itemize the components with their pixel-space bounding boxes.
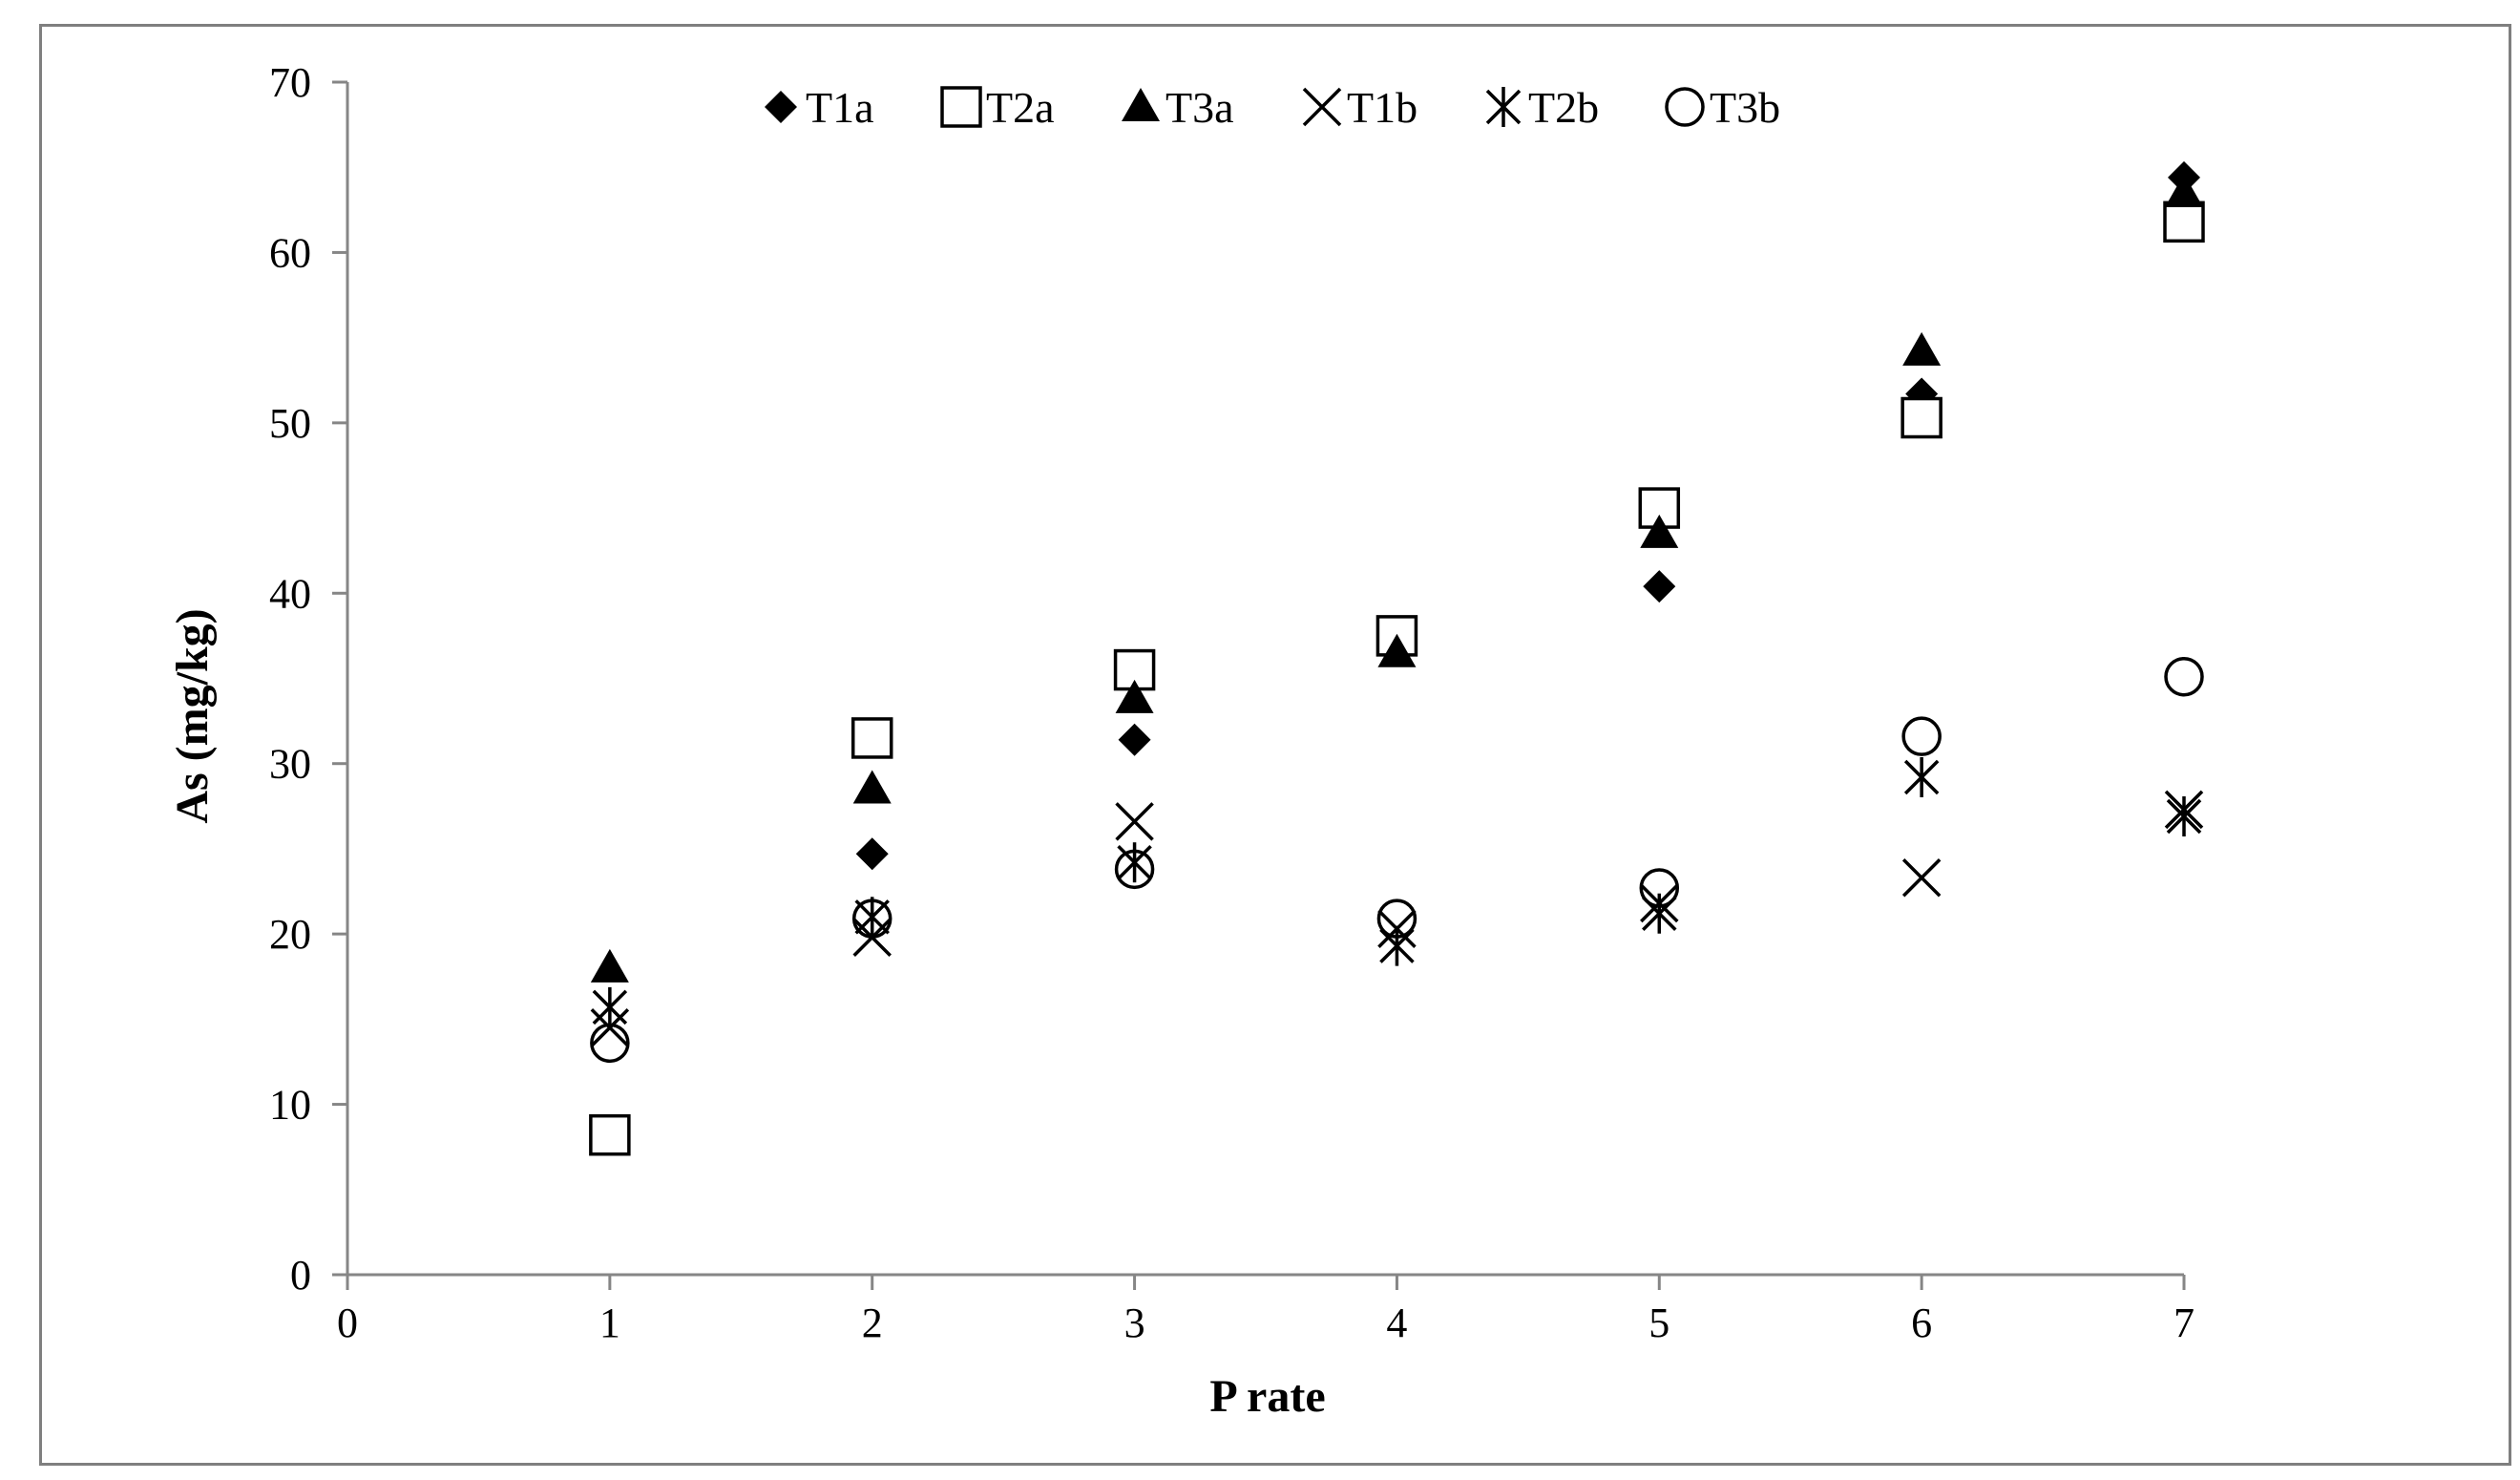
y-tick-label: 40 — [269, 570, 311, 617]
x-tick-label: 6 — [1911, 1300, 1932, 1346]
data-points — [589, 160, 2205, 1156]
legend-item-T1a: T1a — [765, 83, 874, 132]
legend-label: T1a — [806, 83, 874, 132]
point-T1a — [855, 837, 889, 871]
point-T3b — [851, 899, 892, 939]
axes — [332, 80, 2186, 1290]
legend-marker-T2b — [1485, 87, 1522, 127]
point-T3a — [590, 948, 629, 983]
y-tick-label: 20 — [269, 911, 311, 958]
point-T3a — [1640, 514, 1679, 548]
point-T2a — [850, 717, 893, 759]
x-axis-title: P rate — [1209, 1371, 1325, 1422]
point-T3a — [852, 770, 892, 804]
point-T2b — [592, 986, 628, 1027]
x-tick-label: 1 — [599, 1300, 620, 1346]
point-T2a — [2163, 201, 2205, 243]
point-T3a — [1115, 679, 1154, 713]
point-T1b — [1115, 802, 1154, 841]
x-tick-label: 4 — [1386, 1300, 1407, 1346]
legend-label: T3a — [1166, 83, 1234, 132]
legend-marker-T3b — [1665, 87, 1705, 127]
point-T2b — [2166, 796, 2202, 837]
y-tick-label: 50 — [269, 400, 311, 447]
chart-frame — [39, 24, 2511, 1466]
point-T3b — [1376, 899, 1418, 939]
y-tick-label: 10 — [269, 1082, 311, 1129]
legend-item-T2b: T2b — [1485, 83, 1599, 132]
tick-labels: 0 10 20 30 40 50 60 70 0 1 2 3 4 5 6 7 — [269, 59, 2194, 1346]
point-T1b — [590, 1008, 630, 1047]
legend-label: T3b — [1710, 83, 1780, 132]
y-axis-title: As (mg/kg) — [167, 608, 218, 823]
y-tick-label: 30 — [269, 741, 311, 788]
y-tick-label: 0 — [290, 1252, 311, 1299]
legend: T1a T2a T3a T1b T2b T3b — [765, 83, 1780, 132]
point-T3a — [1902, 331, 1942, 366]
series-T2a — [589, 201, 2205, 1156]
point-T1b — [1901, 858, 1942, 898]
point-T2a — [589, 1113, 631, 1156]
point-T3b — [1639, 868, 1680, 908]
legend-item-T1b: T1b — [1302, 83, 1418, 132]
legend-label: T1b — [1347, 83, 1418, 132]
x-tick-label: 5 — [1648, 1300, 1670, 1346]
point-T3b — [1114, 849, 1155, 890]
point-T3a — [1377, 633, 1417, 667]
legend-marker-T1b — [1302, 87, 1342, 127]
legend-item-T3a: T3a — [1122, 83, 1234, 132]
legend-item-T3b: T3b — [1665, 83, 1780, 132]
point-T3b — [590, 1023, 630, 1064]
legend-label: T2a — [986, 83, 1055, 132]
y-tick-label: 60 — [269, 229, 311, 276]
legend-marker-T3a — [1122, 88, 1160, 121]
point-T2a — [1113, 648, 1156, 691]
legend-marker-T2a — [940, 86, 982, 128]
point-T3b — [2164, 656, 2204, 697]
point-T2a — [1900, 396, 1942, 439]
series-T3b — [590, 656, 2204, 1064]
legend-marker-T1a — [765, 91, 797, 123]
x-tick-label: 0 — [337, 1300, 358, 1346]
point-T3a — [2165, 173, 2203, 207]
y-tick-label: 70 — [269, 59, 311, 106]
legend-label: T2b — [1528, 83, 1599, 132]
point-T3b — [1901, 716, 1942, 756]
x-tick-label: 3 — [1124, 1300, 1145, 1346]
point-T1a — [1118, 723, 1151, 756]
x-tick-label: 2 — [862, 1300, 883, 1346]
series-T3a — [590, 173, 2203, 983]
point-T1a — [1643, 570, 1676, 603]
legend-item-T2a: T2a — [940, 83, 1055, 132]
point-T2b — [1903, 756, 1940, 797]
x-tick-label: 7 — [2174, 1300, 2194, 1346]
point-T2b — [1117, 842, 1152, 883]
series-T2b — [592, 756, 2202, 1027]
